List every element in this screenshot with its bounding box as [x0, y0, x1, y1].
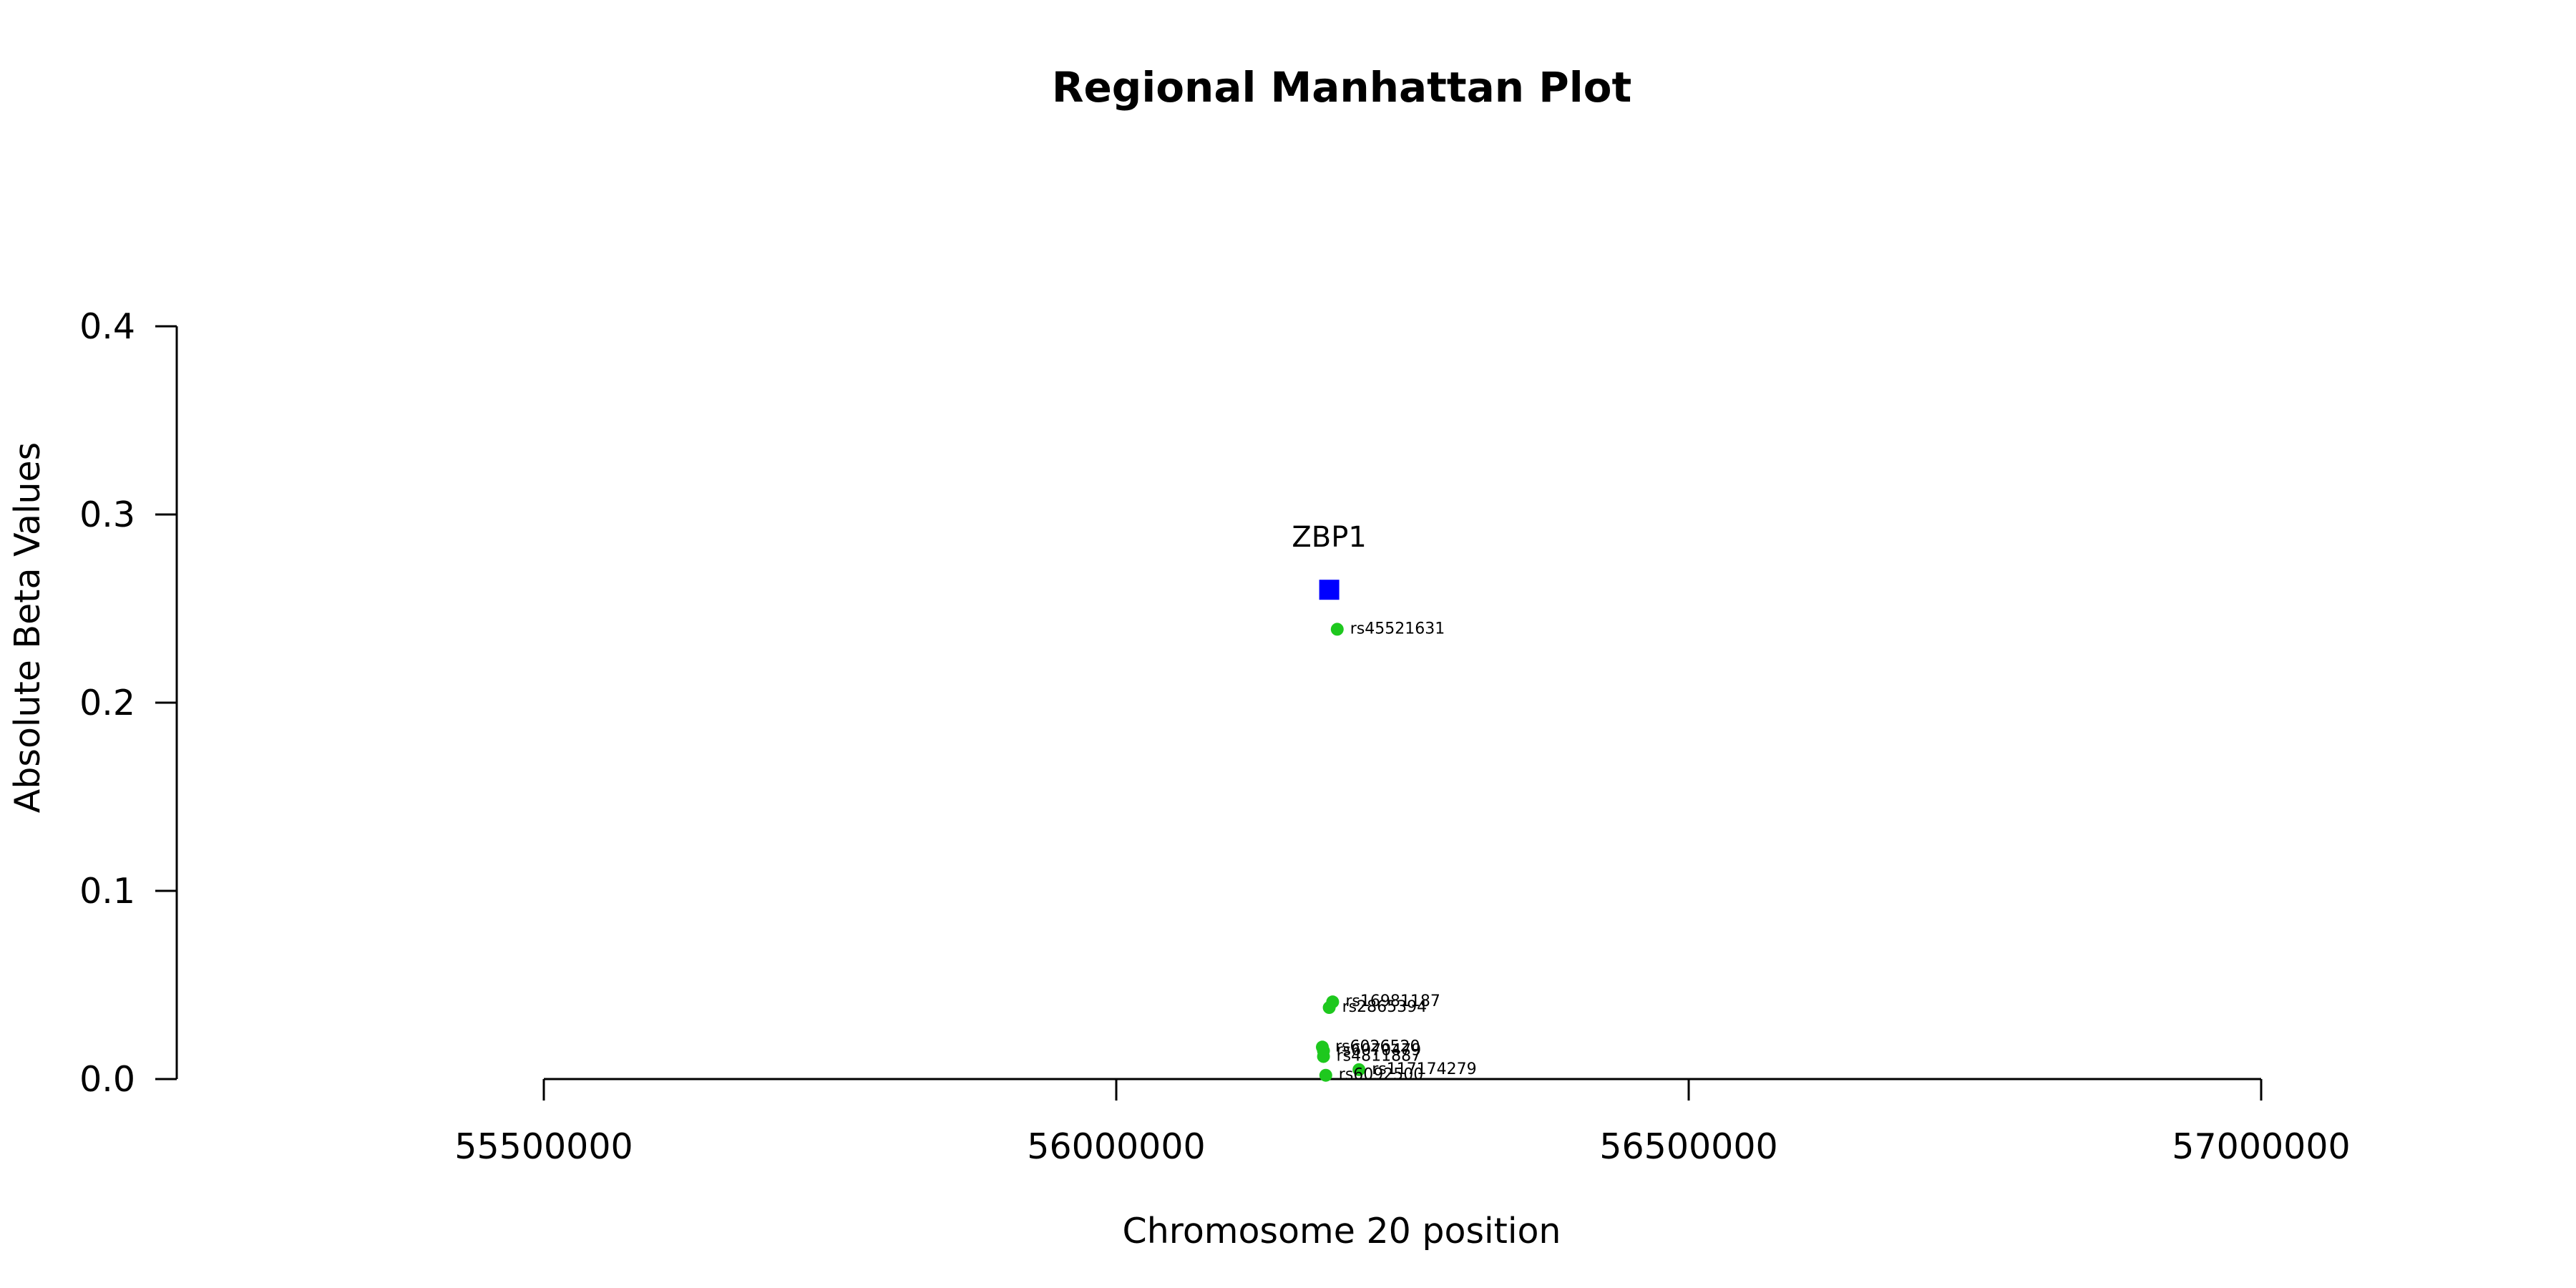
- snp-point: [1322, 1001, 1336, 1015]
- gene-marker: [1319, 580, 1340, 600]
- x-tick-label: 57000000: [2172, 1126, 2350, 1167]
- y-tick-label: 0.1: [79, 871, 135, 912]
- y-tick-label: 0.4: [79, 306, 135, 347]
- snp-point: [1352, 1063, 1366, 1076]
- x-tick-label: 55500000: [454, 1126, 633, 1167]
- chart-title: Regional Manhattan Plot: [1052, 63, 1631, 112]
- y-tick-label: 0.2: [79, 683, 135, 723]
- y-axis-title: Absolute Beta Values: [7, 442, 48, 813]
- snp-point: [1319, 1068, 1332, 1082]
- y-tick-label: 0.0: [79, 1059, 135, 1100]
- gene-label: ZBP1: [1292, 521, 1366, 554]
- y-tick-label: 0.3: [79, 494, 135, 535]
- snp-label: rs117174279: [1372, 1060, 1476, 1078]
- x-axis-title: Chromosome 20 position: [1122, 1211, 1561, 1252]
- snp-label: rs6092500: [1339, 1066, 1424, 1084]
- snp-label: rs16981187: [1345, 992, 1440, 1010]
- snp-point: [1330, 623, 1344, 636]
- snp-label: rs6070479: [1337, 1042, 1422, 1060]
- x-tick-label: 56500000: [1599, 1126, 1777, 1167]
- snp-point: [1317, 1050, 1330, 1063]
- snp-label: rs2865394: [1342, 998, 1428, 1016]
- snp-label: rs4811887: [1337, 1047, 1422, 1065]
- snp-label: rs6026520: [1335, 1038, 1420, 1055]
- x-tick-label: 56000000: [1027, 1126, 1205, 1167]
- x-axis-ticks: 55500000 56000000 56500000 57000000: [454, 1079, 2351, 1167]
- y-axis-ticks: 0.0 0.1 0.2 0.3 0.4: [79, 306, 177, 1100]
- snp-label: rs45521631: [1350, 620, 1445, 638]
